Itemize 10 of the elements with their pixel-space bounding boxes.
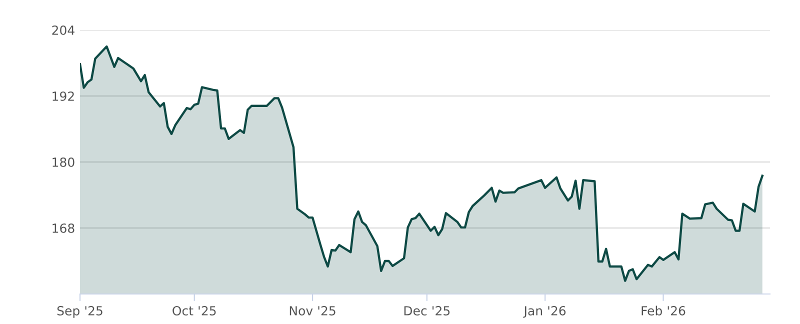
x-tick-label: Oct '25 — [172, 306, 216, 316]
y-tick-label: 204 — [52, 25, 74, 35]
y-tick-label: 192 — [52, 91, 74, 101]
x-tick-label: Dec '25 — [404, 306, 450, 316]
y-tick-label: 180 — [52, 157, 74, 167]
x-tick-label: Feb '26 — [642, 306, 686, 316]
x-tick-label: Jan '26 — [523, 306, 566, 318]
x-tick-label: Nov '25 — [290, 306, 336, 316]
x-tick-label: Sep '25 — [57, 306, 102, 318]
y-tick-label: 168 — [52, 223, 74, 233]
